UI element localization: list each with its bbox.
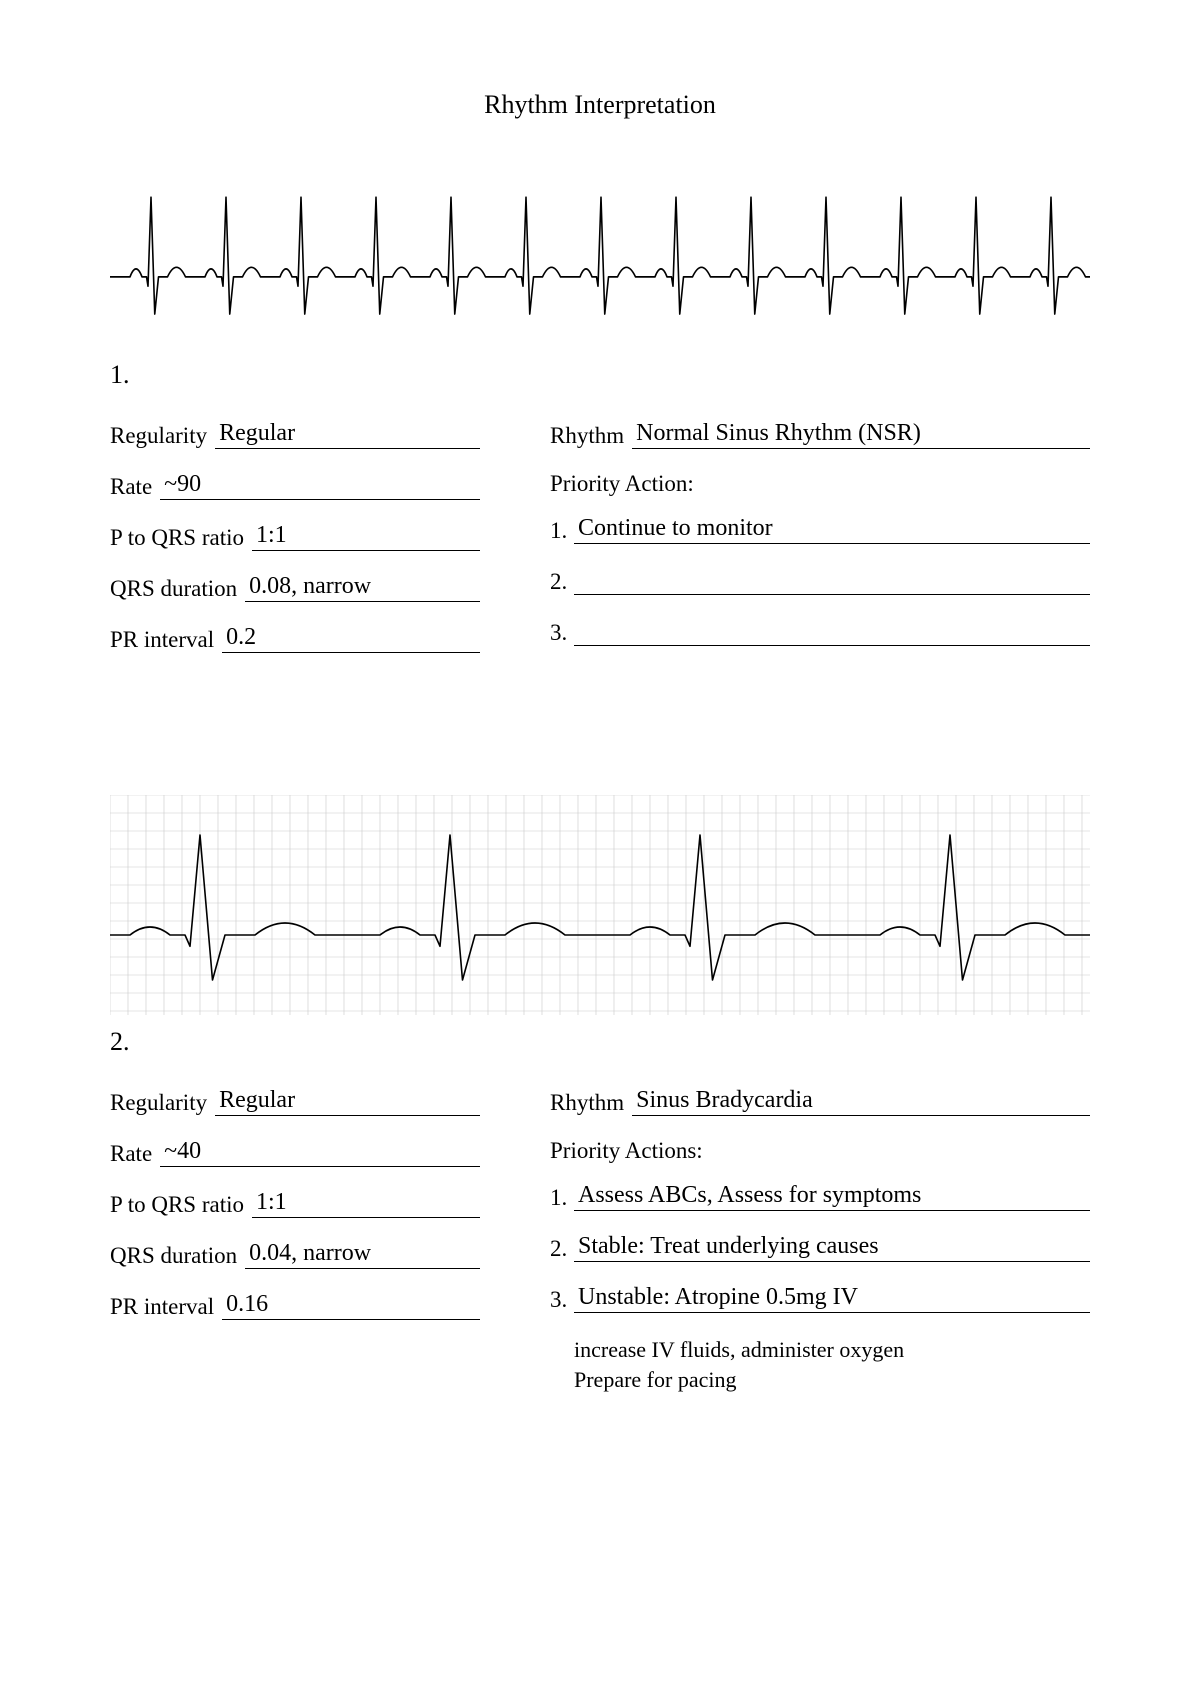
question-number-2: 2. xyxy=(110,1027,1090,1057)
ecg-strip-1 xyxy=(110,160,1090,330)
q2-rate-row: Rate ~40 xyxy=(110,1138,480,1167)
q1-action-2: 2. xyxy=(550,566,1090,595)
action-extra-line: Prepare for pacing xyxy=(574,1365,1090,1395)
priority-action-label: Priority Action: xyxy=(550,471,1090,497)
action-number: 1. xyxy=(550,1185,574,1211)
question-1-block: Regularity Regular Rate ~90 P to QRS rat… xyxy=(110,420,1090,675)
rate-value: ~40 xyxy=(160,1138,480,1167)
rhythm-label: Rhythm xyxy=(550,1090,632,1116)
pqrs-label: P to QRS ratio xyxy=(110,525,252,551)
q1-rate-row: Rate ~90 xyxy=(110,471,480,500)
q2-action-3-extra: increase IV fluids, administer oxygen Pr… xyxy=(574,1335,1090,1394)
qrs-value: 0.04, narrow xyxy=(245,1240,480,1269)
action-value: Stable: Treat underlying causes xyxy=(574,1233,1090,1262)
q2-qrs-row: QRS duration 0.04, narrow xyxy=(110,1240,480,1269)
action-value xyxy=(574,566,1090,595)
q2-pr-row: PR interval 0.16 xyxy=(110,1291,480,1320)
action-number: 3. xyxy=(550,1287,574,1313)
pqrs-label: P to QRS ratio xyxy=(110,1192,252,1218)
q1-regularity-row: Regularity Regular xyxy=(110,420,480,449)
page: Rhythm Interpretation 1. Regularity Regu… xyxy=(0,0,1200,1698)
question-2-block: Regularity Regular Rate ~40 P to QRS rat… xyxy=(110,1087,1090,1394)
action-value: Assess ABCs, Assess for symptoms xyxy=(574,1182,1090,1211)
q2-regularity-row: Regularity Regular xyxy=(110,1087,480,1116)
pr-label: PR interval xyxy=(110,627,222,653)
action-number: 2. xyxy=(550,569,574,595)
action-value xyxy=(574,617,1090,646)
priority-action-label: Priority Actions: xyxy=(550,1138,1090,1164)
rate-label: Rate xyxy=(110,1141,160,1167)
q2-left-column: Regularity Regular Rate ~40 P to QRS rat… xyxy=(110,1087,480,1394)
q1-action-1: 1. Continue to monitor xyxy=(550,515,1090,544)
action-number: 3. xyxy=(550,620,574,646)
regularity-value: Regular xyxy=(215,1087,480,1116)
q2-action-1: 1. Assess ABCs, Assess for symptoms xyxy=(550,1182,1090,1211)
q2-pqrs-row: P to QRS ratio 1:1 xyxy=(110,1189,480,1218)
page-title: Rhythm Interpretation xyxy=(110,90,1090,120)
action-number: 2. xyxy=(550,1236,574,1262)
regularity-label: Regularity xyxy=(110,423,215,449)
qrs-label: QRS duration xyxy=(110,576,245,602)
q1-left-column: Regularity Regular Rate ~90 P to QRS rat… xyxy=(110,420,480,675)
q1-action-3: 3. xyxy=(550,617,1090,646)
pr-value: 0.2 xyxy=(222,624,480,653)
action-value: Unstable: Atropine 0.5mg IV xyxy=(574,1284,1090,1313)
q2-right-column: Rhythm Sinus Bradycardia Priority Action… xyxy=(550,1087,1090,1394)
rate-label: Rate xyxy=(110,474,160,500)
q1-right-column: Rhythm Normal Sinus Rhythm (NSR) Priorit… xyxy=(550,420,1090,675)
ecg-strip-2 xyxy=(110,795,1090,1015)
q2-action-3: 3. Unstable: Atropine 0.5mg IV xyxy=(550,1284,1090,1313)
q1-rhythm-row: Rhythm Normal Sinus Rhythm (NSR) xyxy=(550,420,1090,449)
rhythm-value: Normal Sinus Rhythm (NSR) xyxy=(632,420,1090,449)
regularity-label: Regularity xyxy=(110,1090,215,1116)
pr-value: 0.16 xyxy=(222,1291,480,1320)
pqrs-value: 1:1 xyxy=(252,522,480,551)
rate-value: ~90 xyxy=(160,471,480,500)
question-number-1: 1. xyxy=(110,360,1090,390)
q1-pqrs-row: P to QRS ratio 1:1 xyxy=(110,522,480,551)
q2-rhythm-row: Rhythm Sinus Bradycardia xyxy=(550,1087,1090,1116)
action-number: 1. xyxy=(550,518,574,544)
qrs-label: QRS duration xyxy=(110,1243,245,1269)
action-value: Continue to monitor xyxy=(574,515,1090,544)
action-extra-line: increase IV fluids, administer oxygen xyxy=(574,1335,1090,1365)
rhythm-value: Sinus Bradycardia xyxy=(632,1087,1090,1116)
rhythm-label: Rhythm xyxy=(550,423,632,449)
regularity-value: Regular xyxy=(215,420,480,449)
q1-pr-row: PR interval 0.2 xyxy=(110,624,480,653)
pqrs-value: 1:1 xyxy=(252,1189,480,1218)
pr-label: PR interval xyxy=(110,1294,222,1320)
qrs-value: 0.08, narrow xyxy=(245,573,480,602)
q2-action-2: 2. Stable: Treat underlying causes xyxy=(550,1233,1090,1262)
q1-qrs-row: QRS duration 0.08, narrow xyxy=(110,573,480,602)
